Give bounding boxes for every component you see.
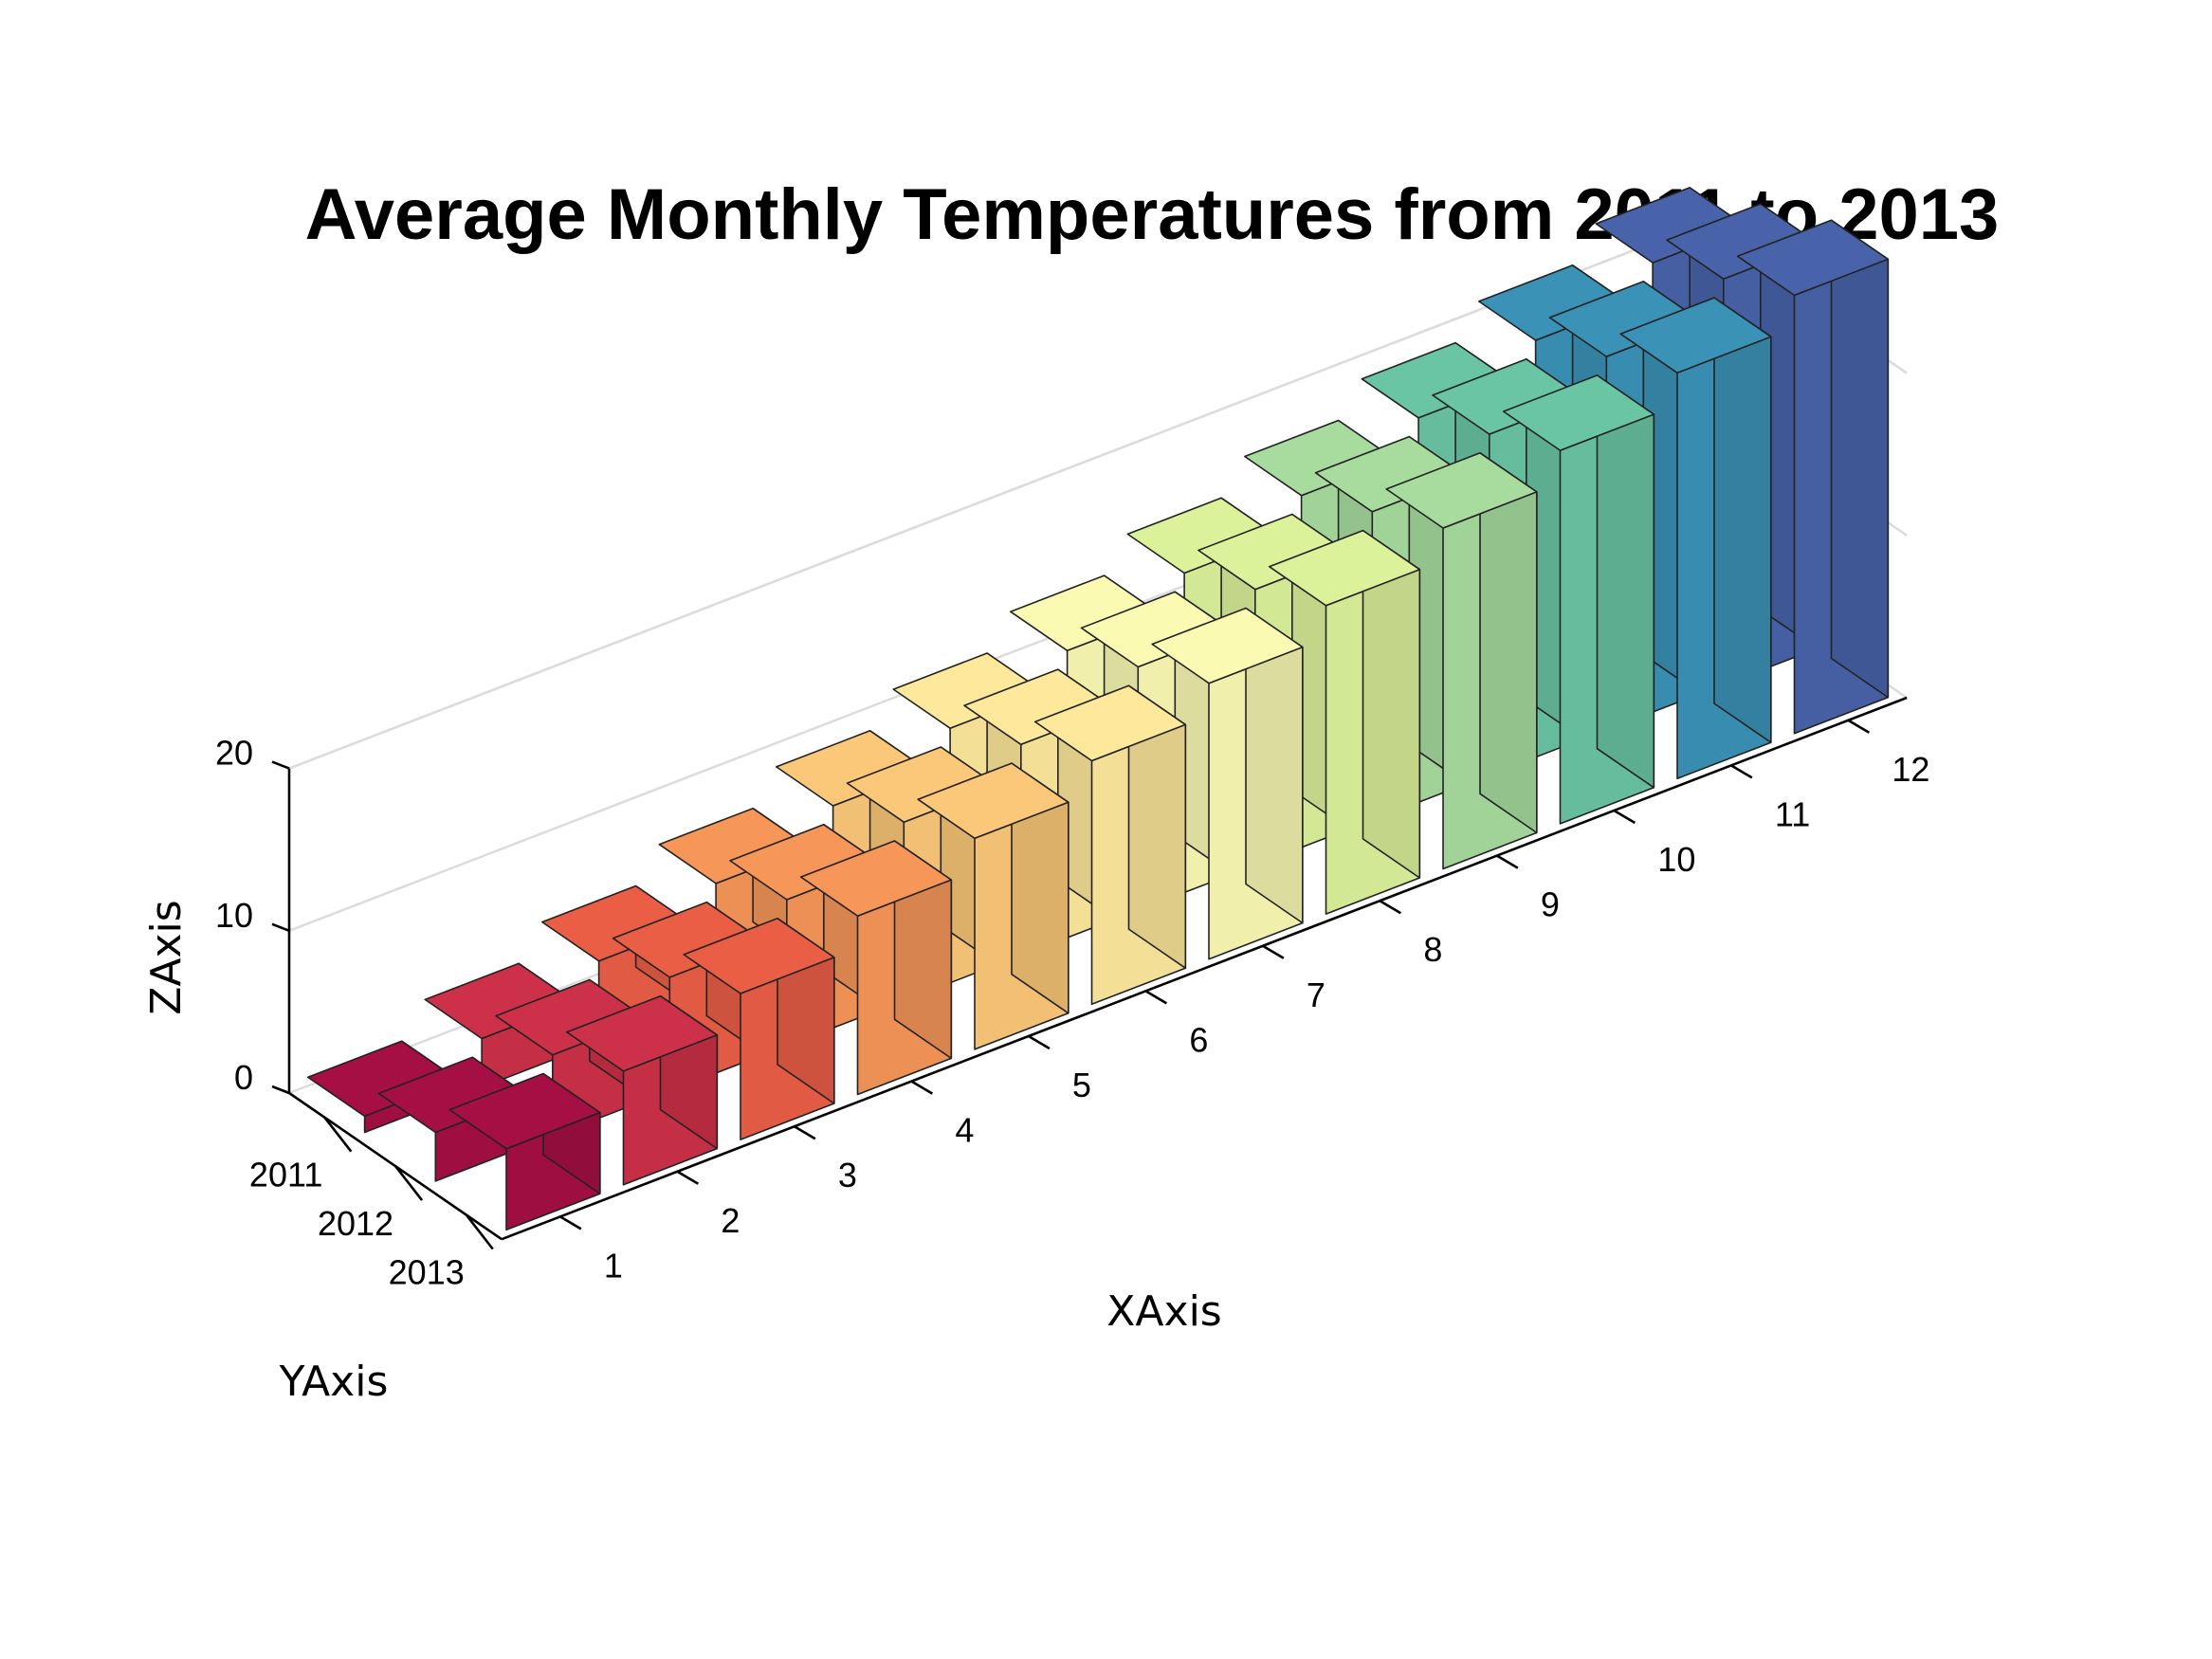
z-axis-label: ZAxis [142, 900, 191, 1014]
bar-2013-7 [1151, 607, 1304, 960]
y-tick-label: 2011 [249, 1156, 322, 1194]
x-tick-mark [1028, 1034, 1051, 1050]
bar-side-face [1596, 374, 1655, 789]
bar-2013-1 [448, 1072, 601, 1231]
bar-top-face [1619, 297, 1772, 374]
bar-top-face [1736, 219, 1890, 297]
x-tick-mark [1379, 900, 1402, 915]
z-tick-label: 20 [215, 734, 253, 773]
x-tick-mark [1496, 854, 1519, 869]
y-axis-label: YAxis [279, 1358, 389, 1406]
x-tick-mark [910, 1080, 934, 1095]
bar-side-face [1713, 297, 1772, 744]
x-tick-label: 4 [955, 1111, 974, 1150]
bar-top-face [448, 1072, 601, 1150]
x-tick-label: 5 [1072, 1066, 1091, 1104]
x-tick-mark [1730, 764, 1753, 779]
x-tick-label: 12 [1892, 750, 1929, 789]
x-tick-label: 10 [1657, 840, 1695, 879]
bar-2013-3 [683, 917, 835, 1140]
bar-top-face [799, 840, 953, 918]
x-tick-label: 6 [1189, 1020, 1208, 1059]
bar-2013-5 [917, 762, 1069, 1050]
bar-side-face [1830, 219, 1890, 699]
x-tick-label: 11 [1775, 794, 1810, 833]
y-tick-mark [323, 1116, 353, 1153]
x-tick-mark [1262, 944, 1285, 959]
bar-top-face [1033, 684, 1187, 762]
y-tick-mark [394, 1165, 424, 1201]
bar-2013-12 [1736, 219, 1890, 735]
x-tick-mark [1613, 809, 1636, 825]
axes [271, 696, 1908, 1250]
y-tick-label: 2013 [389, 1253, 465, 1292]
x-tick-label: 9 [1541, 885, 1560, 924]
bar-top-face [1268, 529, 1421, 607]
x-tick-mark [559, 1215, 582, 1231]
z-tick-mark [271, 922, 290, 933]
bar-2013-4 [799, 840, 953, 1096]
bar-2013-2 [565, 994, 719, 1186]
z-tick-label: 0 [234, 1058, 253, 1097]
bar-2013-6 [1033, 684, 1187, 1006]
y-tick-mark [465, 1213, 494, 1250]
bar-top-face [683, 917, 835, 994]
x-tick-label: 3 [838, 1156, 857, 1194]
x-tick-label: 2 [721, 1201, 740, 1240]
bar-2013-10 [1502, 374, 1655, 825]
x-tick-mark [1847, 719, 1871, 734]
x-tick-label: 8 [1423, 930, 1442, 969]
x-tick-mark [676, 1170, 700, 1185]
bar-top-face [1151, 607, 1304, 684]
z-tick-mark [271, 760, 290, 770]
bar-top-face [1502, 374, 1655, 451]
bar-top-face [1385, 451, 1538, 529]
x-tick-label: 1 [604, 1246, 623, 1285]
z-tick-label: 10 [215, 896, 253, 935]
z-tick-mark [271, 1085, 290, 1095]
x-tick-mark [794, 1125, 816, 1140]
x-axis-label: XAxis [1106, 1287, 1221, 1336]
x-tick-label: 7 [1307, 975, 1325, 1014]
bar-top-face [917, 762, 1069, 840]
y-tick-label: 2012 [318, 1204, 393, 1243]
x-axis-line [501, 696, 1908, 1241]
bar-2013-8 [1268, 529, 1421, 915]
bar-2013-11 [1619, 297, 1772, 780]
bars [306, 187, 1890, 1231]
bar-top-face [565, 994, 719, 1072]
bar-2013-9 [1385, 451, 1538, 870]
x-tick-mark [1144, 990, 1168, 1005]
